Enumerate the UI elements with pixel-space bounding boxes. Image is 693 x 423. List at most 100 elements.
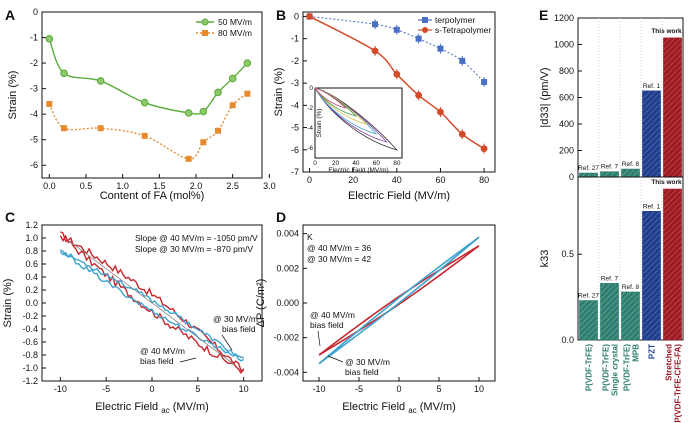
panel-d-xlabel-main: Electric Field xyxy=(342,401,408,413)
panel-b-strain-vs-field-plot: 0 20 40 60 80 0 -1 -2 -3 -4 -5 -6 -7 terpolymers-Tetr… xyxy=(273,11,496,202)
panel-d-loop-40mvm xyxy=(318,245,480,356)
panel-e-category-label: P(VDF-TrFE)MPB xyxy=(623,344,641,391)
panel-e-bar-k33 xyxy=(600,283,619,341)
panel-c-xtick-label: -10 xyxy=(54,384,67,394)
panel-a-xtick-label: 3.0 xyxy=(263,181,276,191)
panel-a-xtick-label: 1.0 xyxy=(116,181,129,191)
panel-b-ylabel: Strain (%) xyxy=(273,68,285,117)
panel-d-ylabel: ΔP (C/m²) xyxy=(255,279,267,328)
panel-c-ytick-label: -1.0 xyxy=(22,363,38,373)
panel-b-inset-loop xyxy=(314,87,348,109)
panel-e-ref-label: Ref. 8 xyxy=(622,161,640,168)
panel-c-callout-40-line1: @ 40 MV/m xyxy=(140,346,185,356)
panel-a-data-point-80 xyxy=(97,125,104,132)
panel-c-xtick-label: 0 xyxy=(149,384,154,394)
panel-c-ytick-label: -0.8 xyxy=(22,350,38,360)
panel-a-data-point-80 xyxy=(141,132,148,139)
panel-d-loop-40mvm xyxy=(318,245,480,356)
panel-b-inset-ytick-label: -4 xyxy=(307,125,313,132)
panel-e-ytick-label: 1000 xyxy=(554,40,574,50)
panel-c-xtick-label: -5 xyxy=(102,384,110,394)
panel-a-xtick-label: 1.5 xyxy=(153,181,166,191)
panel-b-inset-xtick-label: 40 xyxy=(352,160,360,167)
panel-b-inset-xtick-label: 80 xyxy=(393,160,401,167)
panel-e-ref-label: Ref. 27 xyxy=(578,293,599,300)
panel-a-ytick-label: -5 xyxy=(30,135,38,145)
panel-b-xtick-label: 80 xyxy=(479,175,489,185)
panel-c-callout-30-line2: bias field xyxy=(222,324,256,334)
panel-b-inset-ylabel: Strain (%) xyxy=(316,109,323,138)
panel-c-callout-30-pointer xyxy=(221,334,233,351)
panel-a-xtick-label: 0.0 xyxy=(43,181,56,191)
panel-e-category-label: P(VDF-TrFE)Single crystal xyxy=(602,344,620,396)
panel-d-xlabel: Electric Field ac (MV/m) xyxy=(342,401,456,415)
panel-b-tetrapolymer-point xyxy=(480,145,488,153)
panel-e-ref-label: Ref. 1 xyxy=(643,203,661,210)
panel-e-ytick-label: 200 xyxy=(559,146,574,156)
panel-b-ytick-label: -6 xyxy=(291,145,299,155)
panel-e-ref-label: Ref. 27 xyxy=(578,165,599,172)
panel-d-callout-40-line1: @ 40 MV/m xyxy=(310,310,355,320)
panel-d-xlabel-unit: (MV/m) xyxy=(417,401,456,413)
panel-b-terpolymer-point xyxy=(481,79,488,85)
panel-a-data-point-80 xyxy=(229,102,236,109)
panel-d-k-40: @ 40 MV/m = 36 xyxy=(307,243,371,253)
panel-a-data-point-50 xyxy=(60,69,68,78)
panel-a-ytick-label: 0 xyxy=(33,7,38,17)
panel-a-legend-label: 80 MV/m xyxy=(218,28,252,38)
panel-e-bar-k33 xyxy=(579,300,598,341)
panel-e-ref-label: Ref. 7 xyxy=(601,275,619,282)
panel-b-inset-loop xyxy=(314,87,388,143)
panel-a-ytick-label: -3 xyxy=(30,84,38,94)
panel-b-legend-label: terpolymer xyxy=(435,15,475,25)
panel-a-ylabel: Strain (%) xyxy=(7,71,19,120)
panel-d-ytick-label: 0.002 xyxy=(276,263,299,273)
panel-b-terpolymer-point xyxy=(459,57,466,64)
panel-d-callout-30-line2: bias field xyxy=(345,367,379,377)
panel-c-callout-30-line1: @ 30 MV/m xyxy=(213,314,258,324)
panel-d-callout-30-line1: @ 30 MV/m xyxy=(345,357,390,367)
panel-d-loop-30mvm xyxy=(318,236,480,365)
panel-label-c: C xyxy=(5,209,15,225)
panel-e-bar-k33 xyxy=(663,188,682,341)
panel-e-bar-k33 xyxy=(642,211,661,341)
panel-b-ytick-label: -1 xyxy=(291,34,299,44)
panel-e-category-line2: Single crystal xyxy=(611,344,620,396)
panel-a-fa-content-plot: 0.0 0.5 1.0 1.5 2.0 2.5 3.0 0 -1 -2 -3 -4 -5 -6 50 MV/… xyxy=(7,7,276,202)
panel-e-bar-d33 xyxy=(663,37,682,178)
panel-d-xtick-label: -10 xyxy=(312,384,325,394)
panel-e-category-line1: Stretched xyxy=(665,344,674,381)
panel-e-ytick-label: 1200 xyxy=(554,13,574,23)
panel-b-terpolymer-point xyxy=(393,26,400,33)
panel-e-this-work-label: This work xyxy=(651,179,682,186)
panel-b-tetrapolymer-point xyxy=(371,47,379,55)
panel-d-callout-40-pointer xyxy=(317,330,321,347)
panel-label-b: B xyxy=(276,7,286,23)
panel-b-tetrapolymer-point xyxy=(306,13,313,20)
panel-a-data-point-80 xyxy=(244,90,251,97)
panel-b-legend-label: s-Tetrapolymer xyxy=(435,25,491,35)
panel-a-data-point-50 xyxy=(199,107,208,116)
panel-a-data-point-50 xyxy=(45,35,54,43)
panel-a-ytick-label: -4 xyxy=(30,109,38,119)
panel-c-xtick-label: 5 xyxy=(195,384,200,394)
panel-c-xtick-label: 10 xyxy=(239,384,249,394)
panel-b-ytick-label: -3 xyxy=(291,78,299,88)
panel-a-data-point-50 xyxy=(243,59,252,67)
panel-b-inset-ytick-label: 0 xyxy=(309,85,313,92)
panel-d-xtick-label: 10 xyxy=(474,384,484,394)
panel-label-d: D xyxy=(276,209,286,225)
panel-b-inset-frame xyxy=(314,87,403,159)
panel-a-legend-label: 50 MV/m xyxy=(218,17,252,27)
panel-e-ytick-label: 600 xyxy=(559,93,574,103)
panel-a-ytick-label: -6 xyxy=(30,160,38,170)
panel-e-category-line1: P(VDF-TrFE) xyxy=(623,344,632,391)
panel-b-frame xyxy=(302,11,496,173)
panel-a-data-point-50 xyxy=(214,88,222,97)
panel-c-callout-40-line2: bias field xyxy=(140,356,174,366)
panel-c-30mvm-loop xyxy=(59,249,245,362)
panel-e-ref-label: Ref. 7 xyxy=(601,164,619,171)
panel-e-category-label: P(VDF-TrFE) xyxy=(585,344,594,391)
panel-c-fit-line xyxy=(69,240,235,366)
